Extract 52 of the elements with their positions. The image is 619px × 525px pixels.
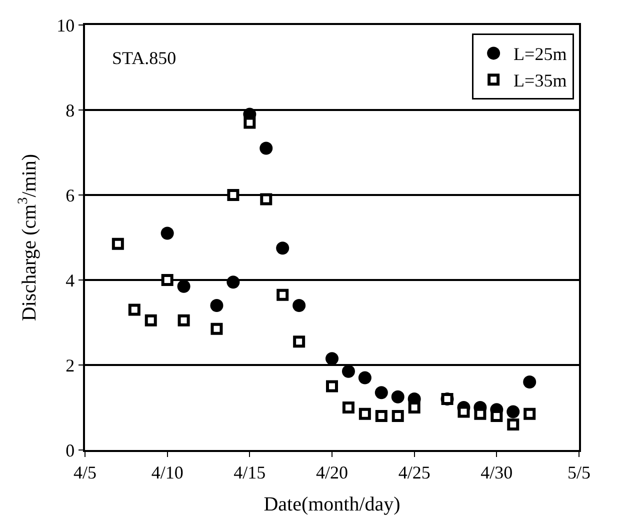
point [128,304,140,316]
x-tick-label: 5/5 [567,462,591,482]
point [391,390,404,404]
point [506,405,520,418]
annotation: STA.850 [112,48,176,68]
x-tick-label: 4/15 [234,462,266,482]
point [210,322,223,335]
point [342,402,354,414]
legend-label: L=35m [514,70,567,91]
point [326,352,338,366]
point [342,364,355,378]
point [375,410,388,422]
point [177,280,190,293]
x-tick-label: 4/25 [398,462,430,482]
point [161,274,174,286]
point [260,142,273,155]
point [112,238,124,250]
point [276,288,289,301]
point [358,408,371,420]
point [474,408,486,420]
y-tick-label: 2 [66,355,75,376]
y-tick-label: 10 [56,15,75,36]
point [226,276,240,289]
point [210,299,224,312]
point [276,242,290,255]
y-tick-label: 4 [66,270,75,290]
legend-label: L=25m [514,44,567,64]
point [227,189,240,201]
point [358,371,372,384]
point [326,380,338,392]
x-tick-label: 4/10 [151,462,184,482]
point [244,116,256,129]
point [490,410,503,422]
x-tick-label: 4/5 [73,462,97,482]
point [293,336,306,348]
point [178,314,190,326]
y-tick-label: 6 [66,185,75,206]
point [524,408,536,420]
point [292,299,306,312]
x-tick-label: 4/30 [480,462,513,482]
point [392,410,404,422]
y-tick-label: 8 [66,100,75,120]
point [144,314,157,326]
point [160,226,174,240]
x-axis-title: Date(month/day) [264,493,400,516]
y-tick-label: 0 [66,440,75,460]
x-tick-label: 4/20 [316,462,348,482]
point [260,193,272,206]
point [408,402,420,414]
point [507,418,520,430]
point [374,386,388,400]
point [523,376,536,388]
